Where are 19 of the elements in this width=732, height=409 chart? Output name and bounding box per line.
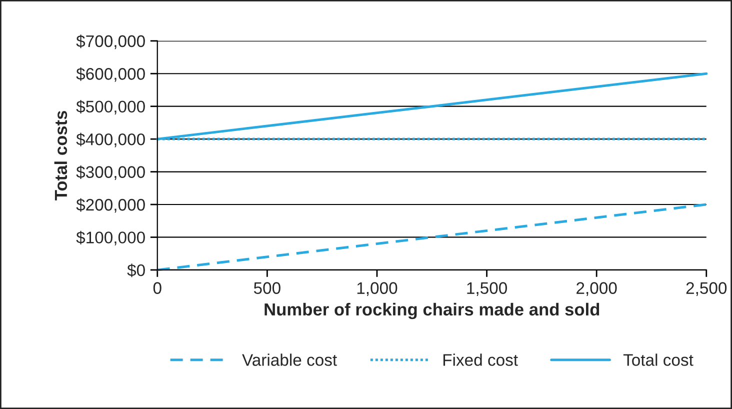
y-tick-label: $0 [127, 264, 145, 278]
y-tick-label: $600,000 [76, 67, 145, 82]
x-tick-label: 1,000 [357, 282, 398, 296]
legend-label: Total cost [623, 354, 694, 366]
x-tick-label: 2,000 [576, 282, 617, 296]
y-tick-label: $500,000 [76, 100, 145, 115]
x-tick-label: 2,500 [686, 282, 727, 296]
x-tick-label: 1,500 [467, 282, 507, 296]
legend-label: Variable cost [242, 354, 337, 366]
x-tick-label: 0 [153, 282, 162, 294]
y-tick-label: $700,000 [76, 34, 145, 50]
y-tick-label: $300,000 [76, 165, 145, 180]
y-tick-label: $100,000 [76, 230, 145, 246]
y-axis-title: Total costs [54, 110, 68, 200]
x-axis-title: Number of rocking chairs made and sold [264, 302, 600, 320]
y-tick-label: $400,000 [76, 132, 145, 148]
x-tick-label: 500 [254, 282, 280, 294]
y-tick-label: $200,000 [76, 198, 145, 213]
legend-label: Fixed cost [443, 354, 518, 366]
